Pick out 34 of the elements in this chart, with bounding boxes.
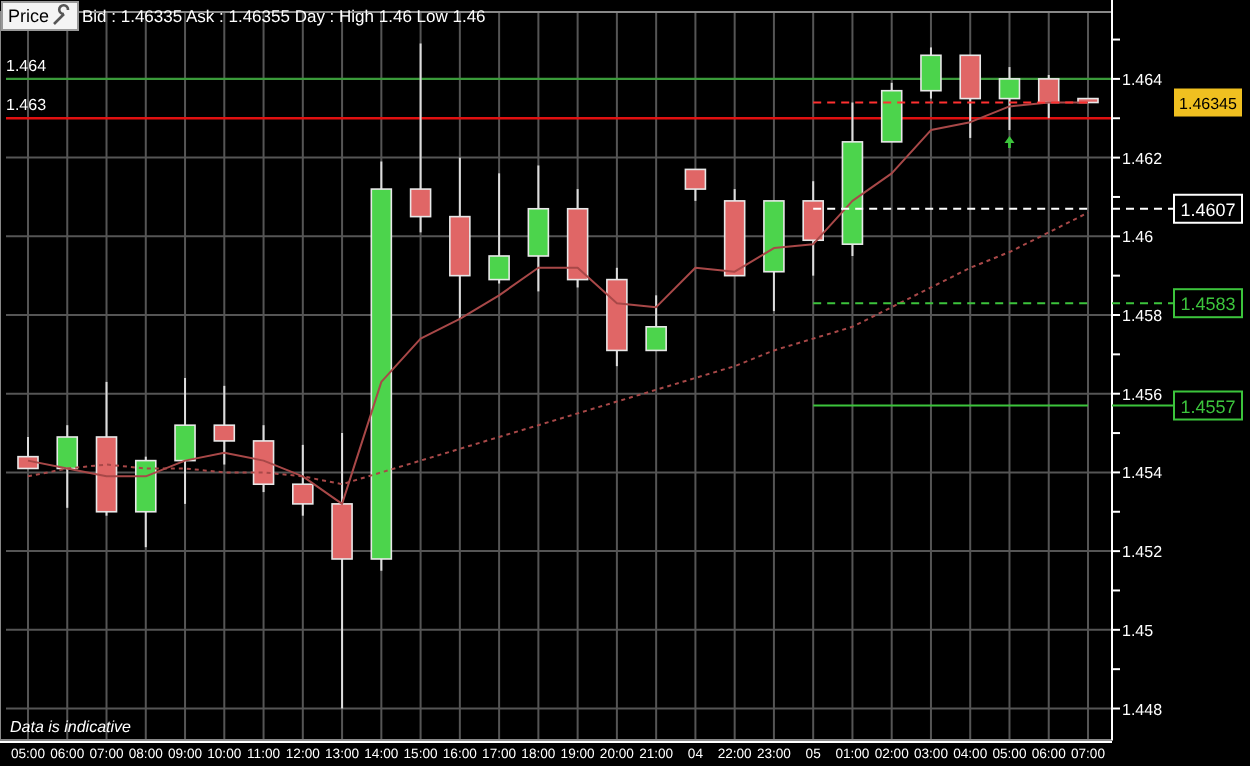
candlestick	[213, 384, 236, 466]
text: 1.46345	[1179, 94, 1239, 113]
candlestick	[1037, 73, 1060, 120]
candlestick	[292, 443, 314, 517]
ref-line-label: 1.464	[6, 56, 48, 75]
candlestick	[645, 294, 667, 352]
legend-label: 1.4557	[1180, 396, 1236, 417]
candlestick	[802, 180, 824, 277]
candlestick	[252, 424, 275, 494]
y-tick-label: 1.464	[1122, 70, 1164, 89]
candlestick	[998, 66, 1021, 132]
y-tick-label: 1.456	[1122, 385, 1164, 404]
annotation: Data is indicative	[10, 718, 133, 736]
y-tick-label: 1.452	[1122, 543, 1164, 562]
candlestick	[920, 46, 942, 100]
y-tick-label: 1.45	[1122, 621, 1155, 640]
legend-label: 1.4583	[1180, 294, 1236, 315]
y-tick-label: 1.462	[1122, 149, 1164, 168]
y-tick-label: 1.448	[1122, 700, 1164, 719]
candlestick	[488, 172, 510, 285]
y-tick-label: 1.46	[1122, 228, 1155, 247]
candlestick	[959, 54, 982, 139]
y-tick-label: 1.454	[1122, 464, 1164, 483]
candlestick	[684, 168, 707, 202]
candlestick	[409, 42, 432, 234]
candlestick	[174, 376, 196, 505]
candlestick	[17, 435, 39, 470]
chart-subtitle: Bid : 1.46335 Ask : 1.46355 Day : High 1.46 Low 1.46	[82, 6, 487, 26]
legend-label: 1.4607	[1180, 199, 1236, 220]
candlestick	[527, 164, 550, 293]
chart-title: Price	[8, 6, 50, 26]
y-tick-label: 1.458	[1122, 307, 1164, 326]
ref-line-label: 1.463	[6, 96, 48, 115]
candlestick	[56, 424, 79, 509]
